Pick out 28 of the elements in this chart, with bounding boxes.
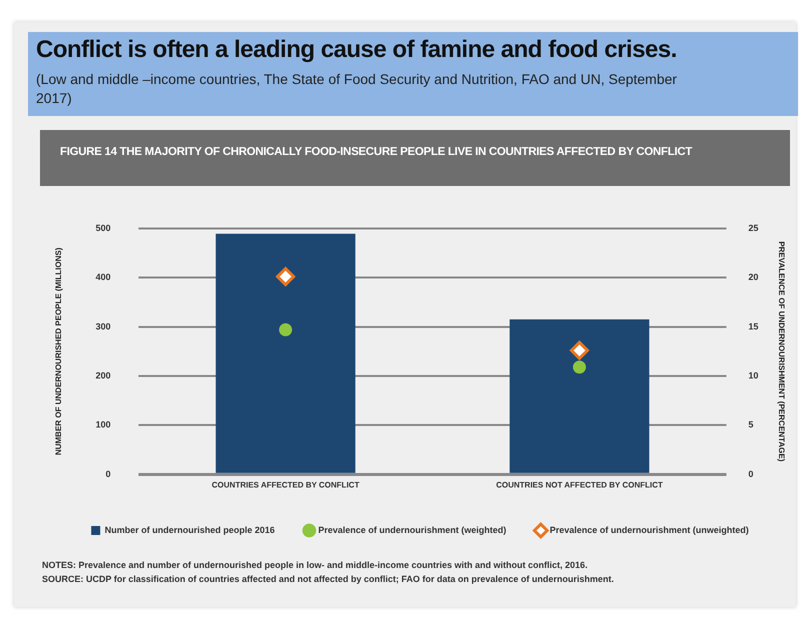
y-tick-label: 400 — [96, 272, 111, 282]
y-tick-label: 300 — [96, 321, 111, 332]
y-tick-label: 0 — [106, 468, 111, 479]
y2-tick-label: 20 — [748, 272, 758, 282]
text: NOTES: Prevalence and number of undernourished people in low- and middle-income countries with and without conflict, 2016. — [42, 560, 588, 570]
point — [276, 267, 296, 286]
y-axis-title: NUMBER OF UNDERNOURISHED PEOPLE (MILLIONS) — [54, 247, 64, 456]
caption: FIGURE 14 THE MAJORITY OF CHRONICALLY FOOD-INSECURE PEOPLE LIVE IN COUNTRIES AFFECTED BY CONFLICT — [40, 130, 790, 186]
y2-tick-label: 15 — [748, 321, 758, 332]
point — [279, 323, 292, 336]
legend-label: Number of undernourished people 2016 — [104, 524, 275, 535]
y-tick-label: 100 — [96, 420, 111, 430]
y-tick-label: 500 — [96, 222, 111, 233]
chart-subtitle: (Low and middle –income countries, The State of Food Security and Nutrition, FAO and UN, September 2017) — [36, 70, 678, 108]
y2-tick-label: 5 — [748, 420, 754, 430]
y-tick-label: 200 — [96, 370, 111, 380]
legend-label: Prevalence of undernourishment (unweighted) — [550, 524, 749, 535]
point — [570, 340, 589, 360]
source-note: SOURCE: UCDP for classification of countries affected and not affected by conflict; FAO for data on prevalence of undernourishment. — [42, 574, 614, 584]
chart-title: Conflict is often a leading cause of famine and food crises. — [36, 36, 677, 64]
x-tick-label: COUNTRIES NOT AFFECTED BY CONFLICT — [496, 480, 663, 490]
y2-tick-label: 10 — [748, 370, 758, 380]
point — [572, 360, 586, 374]
y2-axis-title: PREVALENCE OF UNDERNOURISHMENT (PERCENTAGE) — [776, 241, 786, 462]
legend-label: Prevalence of undernourishment (weighted) — [318, 524, 506, 535]
y2-tick-label: 25 — [748, 222, 758, 233]
x-tick-label: COUNTRIES AFFECTED BY CONFLICT — [212, 480, 360, 490]
y2-tick-label: 0 — [748, 468, 754, 479]
